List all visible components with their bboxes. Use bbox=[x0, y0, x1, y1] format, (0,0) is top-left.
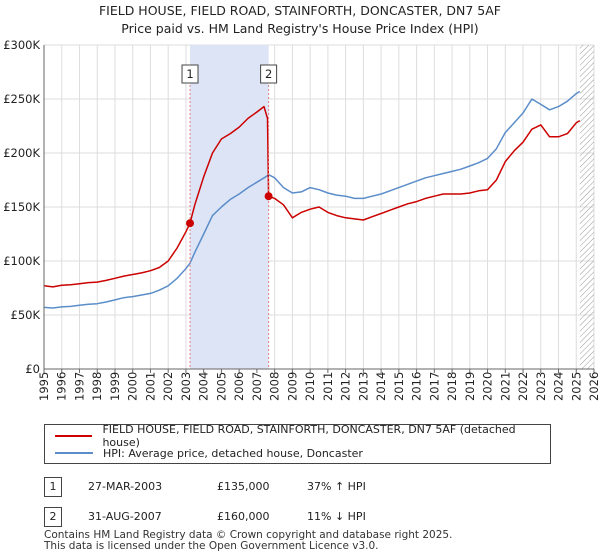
chart-title-block: FIELD HOUSE, FIELD ROAD, STAINFORTH, DON… bbox=[0, 2, 600, 38]
x-tick-label: 2016 bbox=[410, 372, 424, 401]
shaded-ranges bbox=[190, 45, 594, 369]
x-tick-label: 2026 bbox=[587, 372, 600, 401]
legend-label-hpi: HPI: Average price, detached house, Donc… bbox=[103, 446, 363, 460]
x-tick-label: 2009 bbox=[285, 372, 299, 401]
x-tick-label: 2006 bbox=[232, 372, 246, 401]
x-tick-label: 2000 bbox=[126, 372, 140, 401]
x-tick-label: 1999 bbox=[108, 372, 122, 401]
x-tick-label: 2018 bbox=[445, 372, 459, 401]
sale-price: £135,000 bbox=[217, 480, 270, 493]
y-tick-label: £200K bbox=[3, 146, 40, 160]
sale-date: 31-AUG-2007 bbox=[88, 510, 162, 523]
x-tick-label: 2024 bbox=[552, 372, 566, 401]
x-tick-label: 2002 bbox=[161, 372, 175, 401]
series-lines bbox=[44, 90, 581, 309]
chart-title: FIELD HOUSE, FIELD ROAD, STAINFORTH, DON… bbox=[98, 3, 502, 18]
sale-hpi-change: 11% ↓ HPI bbox=[307, 510, 366, 523]
footer-line-2: This data is licensed under the Open Gov… bbox=[44, 540, 379, 552]
sale-point bbox=[186, 219, 195, 228]
x-tick-label: 2022 bbox=[516, 372, 530, 401]
x-tick-label: 2014 bbox=[374, 372, 388, 401]
legend-swatch-property bbox=[55, 435, 93, 437]
sale-point bbox=[264, 192, 273, 201]
x-tick-label: 1996 bbox=[55, 372, 69, 401]
marker-label: 2 bbox=[265, 67, 272, 81]
marker-label: 1 bbox=[186, 67, 193, 81]
x-tick-label: 2008 bbox=[268, 372, 282, 401]
chart-subtitle: Price paid vs. HM Land Registry's House … bbox=[121, 21, 479, 36]
legend: FIELD HOUSE, FIELD ROAD, STAINFORTH, DON… bbox=[44, 423, 551, 464]
x-tick-label: 2011 bbox=[321, 372, 335, 401]
x-tick-label: 2007 bbox=[250, 372, 264, 401]
x-tick-label: 2013 bbox=[356, 372, 370, 401]
shaded-range bbox=[190, 45, 269, 369]
y-tick-label: £50K bbox=[11, 308, 41, 322]
x-tick-label: 1998 bbox=[90, 372, 104, 401]
x-tick-label: 2010 bbox=[303, 372, 317, 401]
x-tick-label: 2004 bbox=[197, 372, 211, 401]
legend-label-property: FIELD HOUSE, FIELD ROAD, STAINFORTH, DON… bbox=[102, 423, 516, 449]
series-line-property bbox=[44, 105, 581, 288]
y-tick-label: £100K bbox=[3, 254, 40, 268]
legend-swatch-hpi bbox=[55, 452, 93, 454]
x-tick-label: 2001 bbox=[143, 372, 157, 401]
y-tick-label: £250K bbox=[3, 92, 40, 106]
sale-number-badge: 1 bbox=[44, 477, 62, 497]
y-tick-label: £150K bbox=[3, 200, 40, 214]
x-tick-label: 2025 bbox=[569, 372, 583, 401]
x-tick-label: 2005 bbox=[214, 372, 228, 401]
y-tick-label: £0 bbox=[25, 362, 40, 376]
marker-box bbox=[181, 64, 199, 84]
series-line-hpi bbox=[44, 90, 581, 309]
future-hatch bbox=[579, 45, 594, 369]
x-tick-label: 2021 bbox=[498, 372, 512, 401]
sale-date: 27-MAR-2003 bbox=[88, 480, 163, 493]
x-tick-label: 2012 bbox=[339, 372, 353, 401]
legend-item-hpi: HPI: Average price, detached house, Donc… bbox=[55, 445, 363, 461]
footer-line-1: Contains HM Land Registry data © Crown c… bbox=[44, 529, 453, 541]
x-tick-label: 2015 bbox=[392, 372, 406, 401]
sale-price: £160,000 bbox=[217, 510, 270, 523]
x-tick-label: 2019 bbox=[463, 372, 477, 401]
legend-item-property: FIELD HOUSE, FIELD ROAD, STAINFORTH, DON… bbox=[55, 423, 550, 449]
x-tick-label: 1997 bbox=[72, 372, 86, 401]
y-tick-label: £300K bbox=[3, 38, 40, 52]
marker-box bbox=[260, 64, 278, 84]
sale-row: 2 31-AUG-2007 £160,000 11% ↓ HPI bbox=[44, 507, 564, 529]
sale-hpi-change: 37% ↑ HPI bbox=[307, 480, 366, 493]
x-tick-label: 2017 bbox=[427, 372, 441, 401]
x-tick-label: 2003 bbox=[179, 372, 193, 401]
footer-attribution: Contains HM Land Registry data © Crown c… bbox=[44, 530, 452, 552]
sale-row: 1 27-MAR-2003 £135,000 37% ↑ HPI bbox=[44, 477, 564, 499]
sale-number-badge: 2 bbox=[44, 507, 62, 527]
x-tick-label: 2023 bbox=[534, 372, 548, 401]
x-tick-label: 2020 bbox=[481, 372, 495, 401]
x-tick-label: 1995 bbox=[37, 372, 51, 401]
